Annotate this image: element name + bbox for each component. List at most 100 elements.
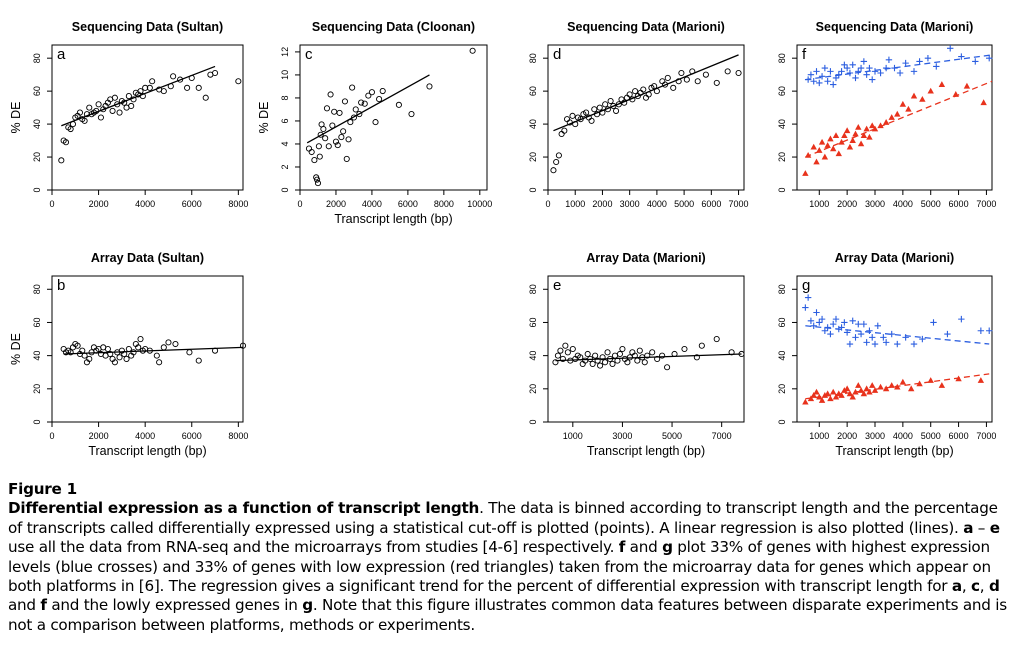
- data-point: [671, 350, 678, 358]
- data-point-cross: [958, 53, 965, 60]
- data-point: [67, 125, 74, 133]
- panel-d: Sequencing Data (Marioni) d 0 1000 2000 3000 4…: [528, 20, 749, 209]
- data-point: [594, 357, 601, 364]
- data-point: [153, 352, 160, 359]
- data-point: [735, 69, 742, 77]
- data-point: [170, 73, 177, 80]
- data-point-cross: [877, 69, 884, 77]
- figure-panels: Sequencing Data (Sultan)a0 2000 4000 6000 80…: [9, 20, 996, 458]
- y-tick-label: 80: [528, 284, 538, 294]
- data-point: [683, 76, 690, 83]
- data-point-triangle: [927, 377, 934, 383]
- y-tick-label: 60: [32, 317, 42, 327]
- x-tick-label: 2000: [89, 431, 109, 441]
- data-point: [107, 350, 114, 358]
- data-point: [593, 111, 601, 118]
- y-tick-label: 80: [32, 284, 42, 294]
- data-point-triangle: [877, 383, 884, 390]
- x-tick-label: 7000: [712, 431, 732, 441]
- data-point: [336, 109, 343, 116]
- panel-g: Array Data (Marioni) g 1000 2000 3000 4000 500…: [777, 251, 996, 458]
- x-axis-label: Transcript length (bp): [334, 212, 452, 226]
- caption-segment: . Note that this figure illustrates comm…: [8, 596, 1007, 634]
- data-point-cross: [860, 320, 868, 328]
- data-point-cross: [933, 63, 940, 70]
- y-tick-label: 0: [280, 187, 290, 192]
- regression-line-dashed: [805, 54, 993, 81]
- data-point: [649, 349, 656, 356]
- data-point: [610, 102, 617, 110]
- plot-frame: [299, 44, 488, 191]
- x-tick-label: 6000: [182, 431, 202, 441]
- plot-frame: [796, 44, 993, 191]
- data-point-triangle: [810, 143, 817, 150]
- data-point-triangle: [846, 143, 854, 150]
- plot-frame: [796, 275, 993, 423]
- data-point-triangle: [852, 130, 859, 137]
- x-tick-label: 4000: [893, 431, 913, 441]
- data-point: [345, 136, 352, 143]
- data-point-triangle: [927, 87, 934, 94]
- data-point: [81, 352, 88, 359]
- data-point: [358, 99, 365, 106]
- panel-title: Array Data (Marioni): [586, 251, 705, 265]
- panel-f: Sequencing Data (Marioni) f 1000 2000 3000 40…: [777, 20, 996, 209]
- data-point-triangle: [894, 110, 901, 117]
- data-point-cross: [891, 64, 898, 72]
- data-point-triangle: [802, 398, 809, 405]
- data-point-triangle: [863, 385, 870, 392]
- caption-segment: a: [963, 518, 974, 537]
- data-point-cross: [807, 317, 815, 324]
- data-point: [137, 335, 144, 343]
- data-point: [606, 355, 614, 363]
- data-point-cross: [804, 294, 812, 301]
- data-point-cross: [841, 319, 848, 326]
- data-point-cross: [821, 327, 829, 334]
- y-tick-label: 60: [528, 86, 538, 96]
- data-point: [636, 347, 643, 354]
- y-tick-label: 20: [777, 152, 787, 162]
- panel-letter: f: [802, 46, 807, 63]
- data-point-triangle: [908, 385, 915, 392]
- data-point: [350, 114, 357, 121]
- data-point: [426, 83, 433, 90]
- data-point: [195, 84, 202, 91]
- data-point-triangle: [910, 92, 918, 99]
- caption-segment: . The data is binned according to transc…: [8, 499, 998, 537]
- plot-frame: [51, 44, 244, 191]
- x-tick-label: 4000: [647, 199, 667, 209]
- caption-segment: Differential expression as a function of…: [8, 499, 480, 518]
- data-point: [659, 352, 666, 359]
- x-tick-label: 5000: [674, 199, 694, 209]
- data-point: [356, 110, 363, 118]
- data-point: [338, 134, 345, 141]
- data-point: [609, 360, 616, 367]
- data-point-triangle: [813, 158, 820, 165]
- y-tick-label: 20: [777, 384, 787, 394]
- data-point-cross: [838, 68, 845, 75]
- data-point-triangle: [816, 147, 823, 153]
- y-tick-label: 60: [777, 86, 787, 96]
- panel-c: Sequencing Data (Cloonan) c 0 2000 4000 6000 8…: [257, 20, 492, 226]
- x-tick-label: 4000: [135, 199, 155, 209]
- x-tick-label: 2000: [326, 199, 346, 209]
- data-point-cross: [869, 334, 876, 341]
- y-tick-label: 20: [528, 152, 538, 162]
- x-tick-label: 8000: [228, 199, 248, 209]
- data-point: [564, 349, 571, 356]
- data-point: [331, 108, 338, 115]
- data-point: [340, 128, 347, 135]
- data-point: [121, 99, 128, 106]
- panel-letter: g: [802, 277, 810, 294]
- data-point-triangle: [802, 170, 809, 176]
- y-tick-label: 0: [528, 187, 538, 192]
- y-tick-label: 6: [280, 118, 290, 123]
- data-point-cross: [863, 339, 870, 346]
- data-point-triangle: [832, 393, 840, 400]
- data-point-cross: [855, 320, 862, 328]
- panel-letter: a: [57, 46, 66, 63]
- data-point-cross: [958, 315, 965, 323]
- panel-b: Array Data (Sultan) b 0 2000 4000 6000 8000 0 20…: [9, 251, 248, 458]
- data-point: [361, 100, 368, 107]
- data-point: [621, 99, 628, 106]
